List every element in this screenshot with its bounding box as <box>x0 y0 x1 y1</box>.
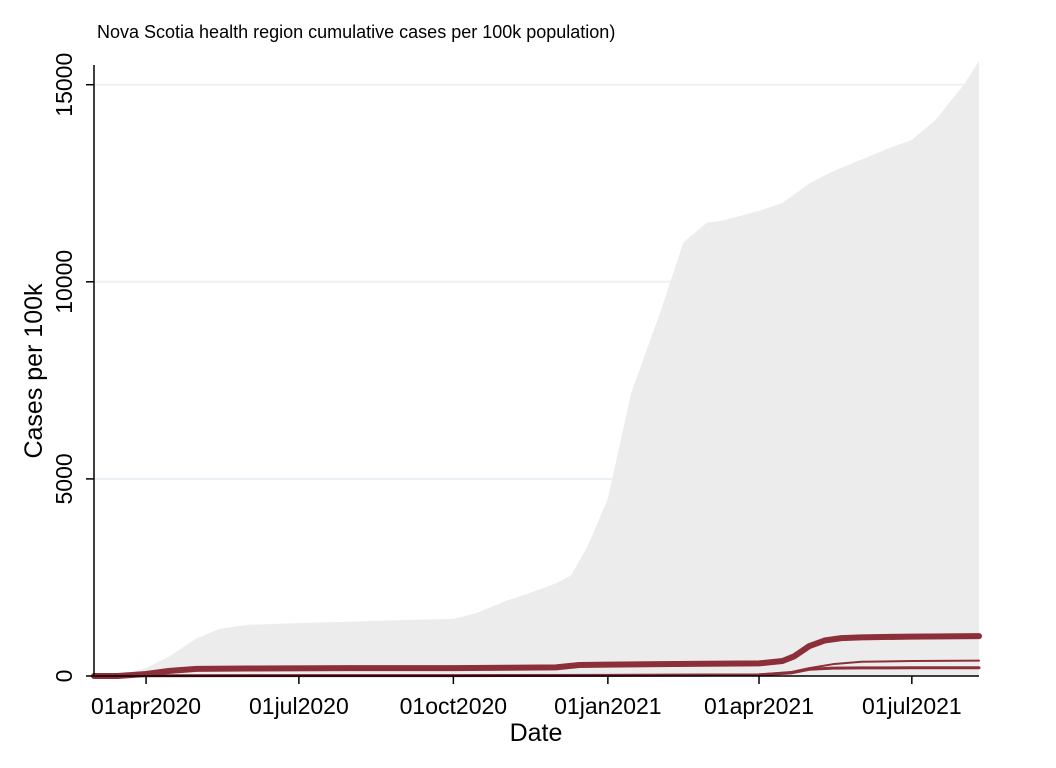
x-tick-label: 01jul2021 <box>862 693 962 719</box>
x-tick-label: 01apr2021 <box>704 693 814 719</box>
y-tick-label: 0 <box>51 670 77 683</box>
x-axis-label: Date <box>510 719 563 747</box>
x-tick-label: 01jan2021 <box>554 693 661 719</box>
y-tick-label: 5000 <box>51 453 77 504</box>
y-tick-label: 15000 <box>51 53 77 117</box>
x-tick-label: 01oct2020 <box>400 693 507 719</box>
series-line-1 <box>91 633 982 679</box>
x-tick-label: 01apr2020 <box>91 693 201 719</box>
background-area-series <box>94 61 979 677</box>
x-axis-ticks: 01apr2020 01jul2020 01oct2020 01jan2021 01ap… <box>91 676 962 719</box>
y-axis-ticks: 0 5000 10000 15000 <box>51 53 94 683</box>
background-area <box>94 61 979 677</box>
x-tick-label: 01jul2020 <box>249 693 349 719</box>
chart-title: Nova Scotia health region cumulative cas… <box>97 22 615 42</box>
y-axis-label: Cases per 100k <box>20 283 48 459</box>
y-tick-label: 10000 <box>51 250 77 314</box>
